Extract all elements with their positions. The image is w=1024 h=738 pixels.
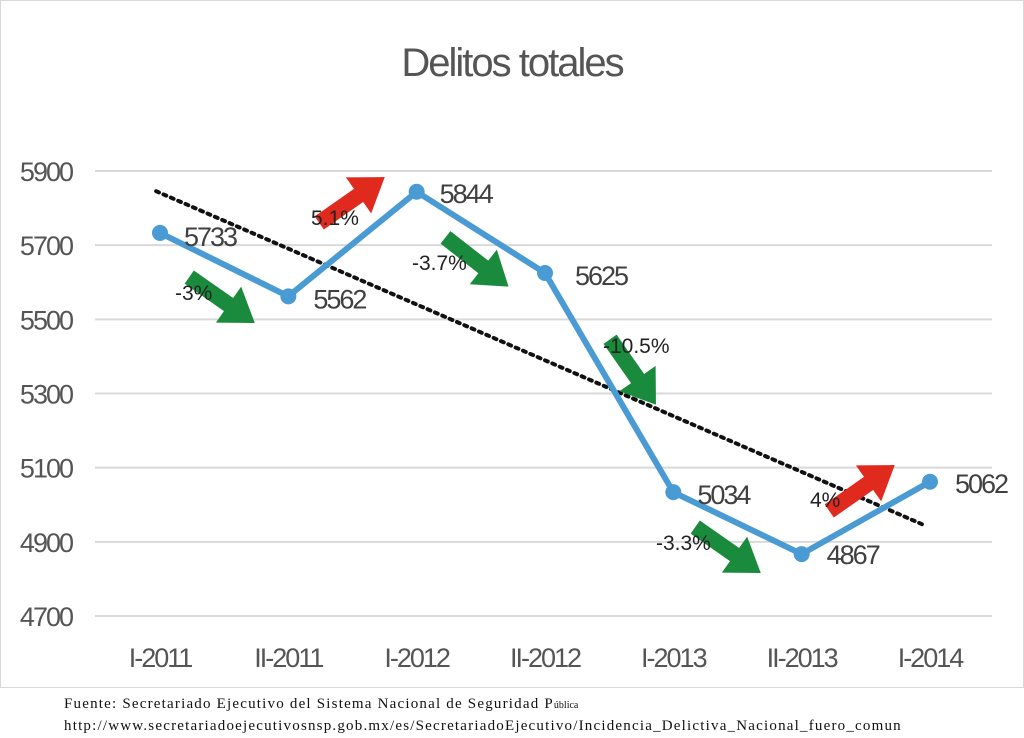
x-tick-label: I-2011 xyxy=(129,643,193,673)
data-point xyxy=(536,264,553,281)
y-tick-label: 4700 xyxy=(20,602,73,632)
change-label: -3% xyxy=(175,282,212,305)
arrow-down-icon xyxy=(184,270,255,323)
source-text: Fuente: Secretariado Ejecutivo del Siste… xyxy=(64,696,554,712)
arrow-down-icon xyxy=(440,231,509,287)
y-tick-label: 5300 xyxy=(20,380,73,410)
chart: Delitos totales 5900 5700 5500 5300 5100 4900… xyxy=(20,41,1010,673)
data-label: 5625 xyxy=(575,261,628,291)
trendline-group xyxy=(154,189,926,527)
y-tick-label: 5900 xyxy=(20,157,73,187)
x-tick-label: I-2014 xyxy=(898,643,965,673)
data-label: 5733 xyxy=(184,222,237,252)
data-point xyxy=(793,546,810,563)
data-point xyxy=(665,484,682,501)
change-label: -3.3% xyxy=(656,532,711,555)
y-tick-label: 5700 xyxy=(20,231,73,261)
y-tick-label: 4900 xyxy=(20,528,73,558)
change-label: -3.7% xyxy=(412,252,467,275)
data-label: 5562 xyxy=(313,284,366,314)
y-tick-label: 5500 xyxy=(20,305,73,335)
y-axis-ticks: 5900 5700 5500 5300 5100 4900 4700 xyxy=(20,157,75,632)
y-tick-label: 5100 xyxy=(20,454,73,484)
arrow-up-icon xyxy=(314,177,385,230)
arrow-down-icon xyxy=(603,334,656,405)
source-text-small: ública xyxy=(553,700,579,711)
trendline xyxy=(154,189,926,527)
x-tick-label: II-2011 xyxy=(254,643,323,673)
x-tick-label: II-2012 xyxy=(510,643,581,673)
data-label: 4867 xyxy=(827,540,880,570)
chart-title: Delitos totales xyxy=(401,41,623,85)
x-tick-label: I-2012 xyxy=(384,643,450,673)
data-point xyxy=(280,288,297,305)
data-point xyxy=(408,183,425,200)
gridlines xyxy=(95,170,992,617)
data-label: 5844 xyxy=(440,179,494,209)
arrow-up-icon xyxy=(824,465,895,518)
x-tick-label: II-2013 xyxy=(767,643,838,673)
change-label: 5.1% xyxy=(311,207,359,230)
data-label: 5062 xyxy=(955,469,1008,499)
change-label: 4% xyxy=(810,489,840,512)
change-annotations: -3% 5.1% -3.7% -10.5% -3.3% 4% xyxy=(175,177,895,573)
data-point xyxy=(152,224,168,241)
data-labels: 5733 5562 5844 5625 5034 4867 5062 xyxy=(184,179,1010,570)
source-line-1: Fuente: Secretariado Ejecutivo del Siste… xyxy=(64,696,578,713)
x-tick-label: I-2013 xyxy=(641,643,707,673)
data-label: 5034 xyxy=(697,480,751,510)
source-url: http://www.secretariadoejecutivosnsp.gob… xyxy=(64,718,902,734)
change-label: -10.5% xyxy=(603,335,670,358)
x-axis-ticks: I-2011 II-2011 I-2012 II-2012 I-2013 II-2013 I… xyxy=(129,643,967,673)
arrow-down-icon xyxy=(690,520,761,573)
data-point xyxy=(921,473,938,490)
series-group xyxy=(152,183,938,563)
